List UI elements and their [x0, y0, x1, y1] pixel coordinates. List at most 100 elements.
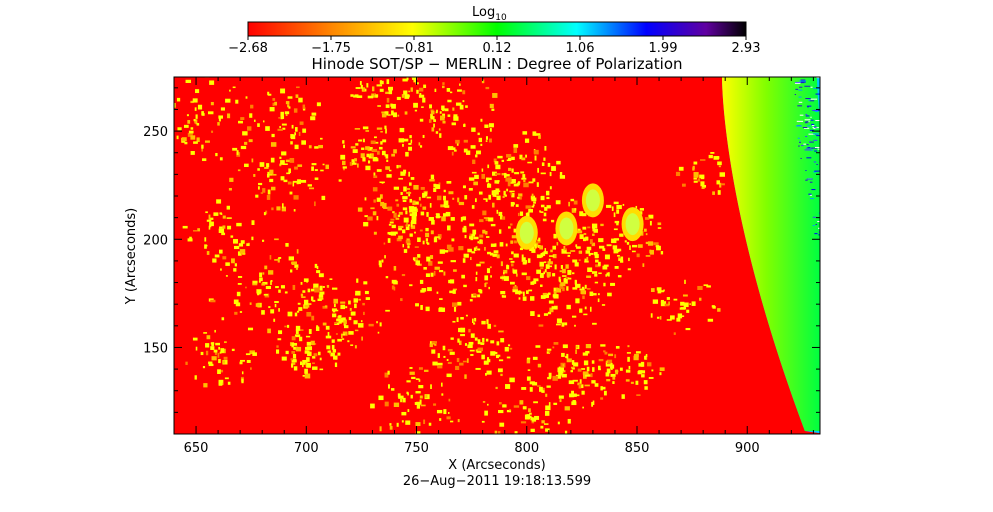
network-speckle — [406, 192, 412, 194]
network-speckle — [553, 294, 559, 299]
network-speckle — [138, 112, 142, 115]
network-speckle — [512, 286, 518, 290]
noise-streak — [827, 144, 829, 145]
network-speckle — [405, 151, 409, 157]
noise-streak — [817, 148, 820, 150]
network-speckle — [209, 80, 215, 85]
network-speckle — [277, 128, 283, 131]
network-speckle — [439, 249, 445, 254]
network-speckle — [345, 306, 348, 309]
network-speckle — [693, 180, 698, 183]
network-speckle — [402, 143, 404, 147]
noise-streak — [830, 87, 835, 88]
network-speckle — [255, 194, 259, 198]
network-speckle — [187, 120, 191, 124]
network-speckle — [656, 245, 661, 251]
network-speckle — [415, 257, 419, 262]
network-speckle — [444, 108, 449, 112]
noise-streak — [814, 146, 820, 148]
network-speckle — [666, 319, 672, 321]
network-speckle — [716, 180, 720, 185]
network-speckle — [292, 353, 297, 359]
noise-streak — [814, 170, 820, 172]
network-speckle — [311, 315, 315, 321]
network-speckle — [479, 239, 482, 244]
network-speckle — [481, 354, 485, 360]
network-speckle — [292, 180, 298, 183]
noise-streak — [854, 247, 860, 248]
noise-streak — [825, 212, 829, 213]
network-speckle — [540, 172, 546, 175]
network-speckle — [405, 240, 411, 244]
network-speckle — [460, 317, 464, 320]
noise-streak — [848, 261, 852, 262]
noise-streak — [796, 120, 804, 122]
network-speckle — [140, 112, 143, 114]
network-speckle — [456, 317, 459, 323]
network-speckle — [493, 324, 497, 327]
network-speckle — [381, 113, 387, 118]
network-speckle — [398, 138, 405, 143]
network-speckle — [419, 395, 423, 399]
network-speckle — [519, 400, 524, 405]
network-speckle — [338, 319, 342, 324]
network-speckle — [398, 165, 402, 168]
network-speckle — [256, 289, 262, 294]
noise-streak — [811, 189, 816, 191]
network-speckle — [507, 181, 511, 187]
network-speckle — [422, 206, 427, 210]
network-speckle — [601, 386, 606, 390]
network-speckle — [570, 198, 575, 202]
noise-streak — [838, 213, 843, 214]
noise-streak — [840, 228, 842, 229]
network-speckle — [604, 254, 610, 260]
network-speckle — [229, 89, 231, 92]
network-speckle — [374, 93, 376, 96]
network-speckle — [413, 77, 417, 83]
network-speckle — [491, 108, 495, 111]
network-speckle — [403, 249, 408, 253]
noise-streak — [860, 262, 865, 263]
network-speckle — [193, 141, 198, 144]
network-speckle — [379, 88, 384, 92]
network-speckle — [548, 372, 552, 378]
network-speckle — [611, 206, 614, 212]
noise-streak — [808, 121, 810, 123]
network-speckle — [386, 79, 390, 85]
network-speckle — [532, 280, 537, 284]
network-speckle — [193, 119, 196, 122]
noise-streak — [827, 111, 833, 112]
network-speckle — [487, 164, 490, 169]
network-speckle — [552, 245, 557, 250]
network-speckle — [561, 370, 566, 373]
network-speckle — [379, 80, 382, 83]
noise-streak — [814, 150, 818, 152]
network-speckle — [384, 401, 389, 407]
network-speckle — [447, 146, 454, 151]
network-speckle — [423, 419, 426, 425]
network-speckle — [530, 311, 535, 317]
network-speckle — [693, 172, 699, 177]
network-speckle — [470, 333, 475, 338]
network-speckle — [370, 403, 375, 409]
network-speckle — [306, 362, 311, 368]
network-speckle — [510, 281, 515, 285]
network-speckle — [522, 131, 528, 135]
network-speckle — [406, 222, 408, 227]
network-speckle — [701, 187, 705, 189]
network-speckle — [350, 344, 354, 346]
network-speckle — [693, 161, 698, 165]
network-speckle — [208, 361, 213, 365]
network-speckle — [298, 307, 303, 311]
network-speckle — [246, 243, 250, 247]
network-speckle — [514, 431, 518, 434]
network-speckle — [500, 276, 505, 279]
network-speckle — [535, 241, 541, 244]
network-speckle — [433, 183, 437, 188]
network-speckle — [218, 381, 223, 386]
network-speckle — [503, 190, 506, 196]
noise-streak — [828, 205, 833, 206]
network-speckle — [365, 165, 371, 171]
network-speckle — [233, 245, 240, 250]
network-speckle — [248, 139, 253, 143]
